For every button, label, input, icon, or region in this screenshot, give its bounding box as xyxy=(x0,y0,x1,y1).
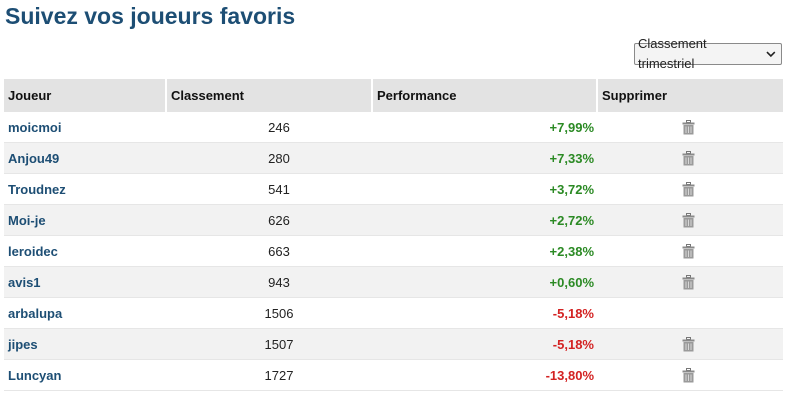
player-link[interactable]: moicmoi xyxy=(8,119,62,135)
table-row: leroidec 663 +2,38% xyxy=(4,235,783,267)
delete-cell xyxy=(597,297,783,329)
delete-cell xyxy=(597,204,783,236)
rank-cell: 280 xyxy=(166,142,372,174)
page-title: Suivez vos joueurs favoris xyxy=(5,3,296,29)
delete-cell xyxy=(597,235,783,267)
player-link[interactable]: leroidec xyxy=(8,243,58,259)
performance-cell: +0,60% xyxy=(372,266,597,298)
player-link[interactable]: Anjou49 xyxy=(8,150,60,166)
rank-cell: 541 xyxy=(166,173,372,205)
table-row: Troudnez 541 +3,72% xyxy=(4,173,783,205)
performance-cell: -5,18% xyxy=(372,328,597,360)
rank-cell: 626 xyxy=(166,204,372,236)
performance-cell: +7,33% xyxy=(372,142,597,174)
player-link[interactable]: arbalupa xyxy=(8,305,63,321)
ranking-period-select[interactable]: Classement trimestriel xyxy=(634,36,782,71)
player-link[interactable]: avis1 xyxy=(8,274,41,290)
performance-cell: -13,80% xyxy=(372,359,597,391)
trash-icon[interactable] xyxy=(682,181,783,197)
table-header-row: Joueur Classement Performance Supprimer xyxy=(4,79,783,112)
delete-cell xyxy=(597,328,783,360)
delete-cell xyxy=(597,359,783,391)
performance-cell: +3,72% xyxy=(372,173,597,205)
table-row: moicmoi 246 +7,99% xyxy=(4,112,783,143)
rank-cell: 1507 xyxy=(166,328,372,360)
performance-cell: +7,99% xyxy=(372,112,597,143)
performance-cell: +2,72% xyxy=(372,204,597,236)
ranking-period-selected: Classement trimestriel xyxy=(638,36,707,71)
delete-cell xyxy=(597,112,783,143)
header-performance: Performance xyxy=(372,79,598,112)
player-link[interactable]: Luncyan xyxy=(8,367,62,383)
performance-cell: +2,38% xyxy=(372,235,597,267)
performance-cell: -5,18% xyxy=(372,297,597,329)
table-row: avis1 943 +0,60% xyxy=(4,266,783,298)
trash-icon[interactable] xyxy=(682,119,783,135)
table-row: Moi-je 626 +2,72% xyxy=(4,204,783,236)
header-rank: Classement xyxy=(166,79,373,112)
table-row: arbalupa 1506 -5,18% xyxy=(4,297,783,329)
header-delete: Supprimer xyxy=(597,79,783,112)
favorites-table: Joueur Classement Performance Supprimer … xyxy=(4,79,783,391)
delete-cell xyxy=(597,173,783,205)
player-link[interactable]: jipes xyxy=(8,336,38,352)
trash-icon[interactable] xyxy=(682,150,783,166)
rank-cell: 1727 xyxy=(166,359,372,391)
trash-icon[interactable] xyxy=(682,212,783,228)
player-link[interactable]: Troudnez xyxy=(8,181,66,197)
rank-cell: 1506 xyxy=(166,297,372,329)
rank-cell: 663 xyxy=(166,235,372,267)
trash-icon[interactable] xyxy=(682,367,783,383)
delete-cell xyxy=(597,266,783,298)
table-row: Anjou49 280 +7,33% xyxy=(4,142,783,174)
trash-icon[interactable] xyxy=(682,274,783,290)
player-link[interactable]: Moi-je xyxy=(8,212,46,228)
rank-cell: 246 xyxy=(166,112,372,143)
delete-cell xyxy=(597,142,783,174)
rank-cell: 943 xyxy=(166,266,372,298)
table-row: Luncyan 1727 -13,80% xyxy=(4,359,783,391)
table-body: moicmoi 246 +7,99% Anjou49 280 +7,33% Tr… xyxy=(4,112,783,391)
chevron-down-icon xyxy=(766,51,776,58)
table-row: jipes 1507 -5,18% xyxy=(4,328,783,360)
trash-icon[interactable] xyxy=(682,336,783,352)
trash-icon[interactable] xyxy=(682,243,783,259)
header-player: Joueur xyxy=(4,79,167,112)
